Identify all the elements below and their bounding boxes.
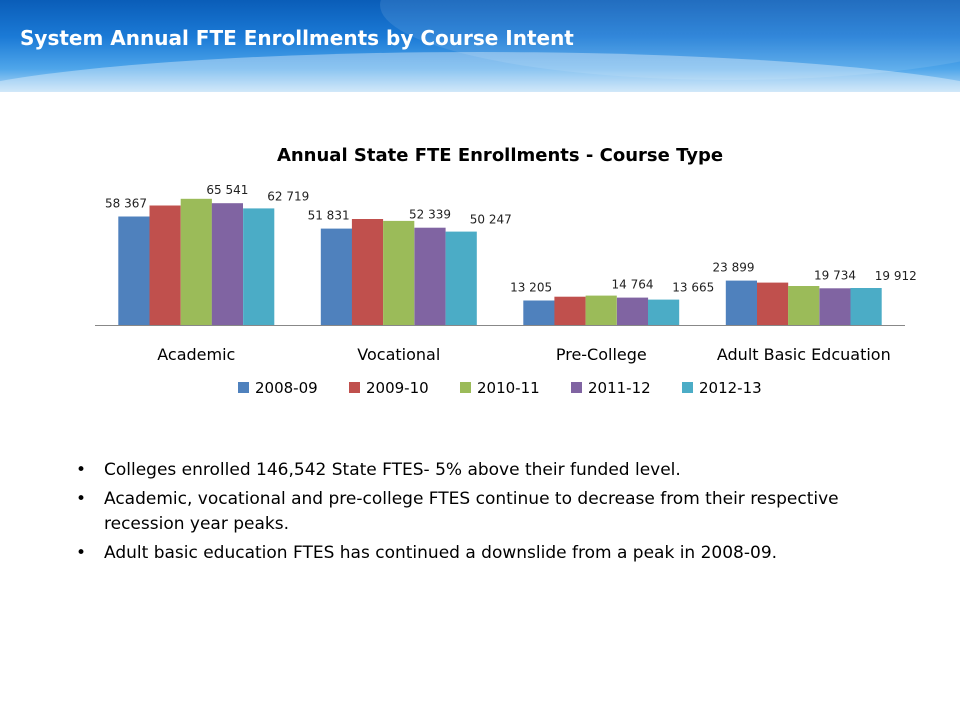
legend-label: 2011-12 <box>588 379 651 397</box>
data-label: 13 665 <box>672 281 714 295</box>
bar-2011-12 <box>414 227 446 325</box>
bullet-item: • Colleges enrolled 146,542 State FTES- 5… <box>76 458 906 483</box>
bar-2008-09 <box>725 280 757 325</box>
data-label: 19 912 <box>875 269 917 283</box>
legend-label: 2012-13 <box>699 379 762 397</box>
data-label: 52 339 <box>409 208 451 222</box>
category-label: Pre-College <box>556 345 647 364</box>
bar-2011-12 <box>211 203 243 325</box>
bullet-dot: • <box>76 489 87 509</box>
legend-label: 2010-11 <box>477 379 540 397</box>
bar-2009-10 <box>757 282 789 325</box>
bullet-dot: • <box>76 460 87 480</box>
bar-2010-11 <box>788 286 820 325</box>
bar-2009-10 <box>149 205 181 325</box>
data-label: 23 899 <box>713 261 755 275</box>
bar-2011-12 <box>616 297 649 325</box>
bar-2011-12 <box>819 288 851 325</box>
bullet-item: • Adult basic education FTES has continue… <box>76 541 906 566</box>
legend-swatch <box>571 382 582 393</box>
bar-2009-10 <box>351 219 384 325</box>
data-label: 58 367 <box>105 197 147 211</box>
bar-2012-13 <box>648 299 680 325</box>
bar-2008-09 <box>523 300 555 325</box>
legend-swatch <box>349 382 360 393</box>
bar-2009-10 <box>554 296 586 325</box>
legend-label: 2008-09 <box>255 379 318 397</box>
data-label: 50 247 <box>470 213 512 227</box>
bar-2008-09 <box>118 216 150 325</box>
data-label: 62 719 <box>267 189 309 203</box>
bar-2012-13 <box>445 231 477 325</box>
legend-swatch <box>238 382 249 393</box>
data-label: 19 734 <box>814 268 856 282</box>
category-label: Adult Basic Edcuation <box>717 345 891 364</box>
category-label: Vocational <box>357 345 440 364</box>
legend-swatch <box>460 382 471 393</box>
data-label: 51 831 <box>308 209 350 223</box>
bullet-dot: • <box>76 543 87 563</box>
bullet-text: Academic, vocational and pre-college FTE… <box>104 489 839 534</box>
bar-2010-11 <box>180 198 212 325</box>
bar-2010-11 <box>585 295 617 325</box>
bullet-text: Adult basic education FTES has continued… <box>104 543 778 563</box>
bar-chart: Annual State FTE Enrollments - Course Ty… <box>95 145 917 397</box>
legend-swatch <box>682 382 693 393</box>
header-band: System Annual FTE Enrollments by Course … <box>0 0 960 92</box>
data-label: 65 541 <box>206 183 248 197</box>
bar-2008-09 <box>320 228 352 325</box>
bullet-item: • Academic, vocational and pre-college FT… <box>76 487 906 537</box>
slide-title: System Annual FTE Enrollments by Course … <box>20 26 574 50</box>
bar-2012-13 <box>850 288 882 325</box>
bullet-text: Colleges enrolled 146,542 State FTES- 5%… <box>104 460 681 480</box>
legend-label: 2009-10 <box>366 379 429 397</box>
chart-title: Annual State FTE Enrollments - Course Ty… <box>277 145 723 166</box>
chart-area: Annual State FTE Enrollments - Course Ty… <box>80 130 920 420</box>
data-label: 13 205 <box>510 281 552 295</box>
bar-2010-11 <box>383 220 415 325</box>
bullet-list: • Colleges enrolled 146,542 State FTES- 5… <box>76 458 906 570</box>
bar-2012-13 <box>243 208 275 325</box>
data-label: 14 764 <box>612 278 654 292</box>
category-label: Academic <box>157 345 235 364</box>
